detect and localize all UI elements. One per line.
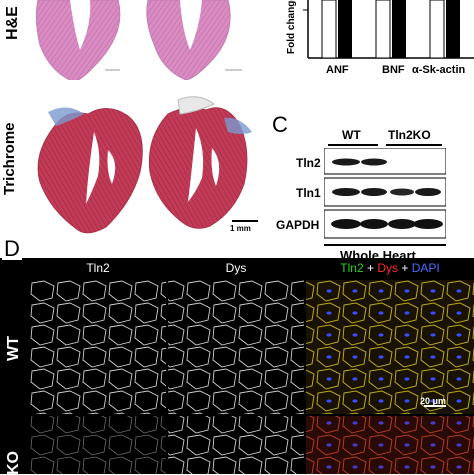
scale-bar-a: [232, 220, 258, 222]
if-ko-tln2: [30, 416, 166, 474]
bar-bnf-wt: [375, 0, 391, 59]
blot-tln2: [324, 148, 446, 175]
trichrome-heart-wt: [37, 107, 143, 234]
blot-col-wt: WT: [342, 128, 361, 142]
merge-part-tln2: Tln2: [340, 261, 364, 275]
chart-category-sk-actin: α-Sk-actin: [412, 64, 466, 76]
he-heart-wt: [35, 0, 121, 80]
if-wt-merge: [306, 280, 474, 414]
if-ko-merge: [306, 416, 474, 474]
bar-anf-ko: [338, 0, 352, 58]
blot-col-ko-line: [386, 144, 442, 146]
he-heart-images: [35, 0, 242, 80]
blot-col-ko: Tln2KO: [388, 128, 431, 142]
channel-header-merge: Tln2 + Dys + DAPI: [306, 258, 474, 278]
row-label-trichrome: Trichrome: [1, 122, 18, 195]
if-row-label-ko: KO: [5, 451, 22, 475]
if-wt-dys: [168, 280, 304, 414]
bar-bnf-ko: [392, 0, 406, 58]
merge-part-plus-1: +: [363, 261, 378, 275]
blot-col-wt-line: [328, 144, 378, 146]
if-scale-bar-label: 20 μm: [420, 396, 447, 406]
blot-membranes: [324, 148, 446, 239]
row-label-he: H&E: [4, 6, 21, 40]
blot-footer-line: [324, 244, 446, 246]
channel-header-tln2: Tln2: [30, 258, 166, 278]
panel-letter-d: D: [2, 236, 22, 261]
scale-bar-a-label: 1 mm: [230, 224, 251, 233]
chart-plot: [303, 0, 474, 59]
bar-sk-wt: [429, 0, 445, 59]
if-row-label-wt: WT: [5, 336, 22, 361]
channel-header-dys: Dys: [168, 258, 304, 278]
if-wt-tln2: [30, 280, 166, 414]
merge-part-dys: Dys: [377, 261, 398, 275]
chart-category-anf: ANF: [326, 64, 349, 76]
bar-anf-wt: [321, 0, 337, 59]
if-ko-dys: [168, 416, 304, 474]
trichrome-heart-images: [37, 96, 252, 234]
if-images: [30, 280, 474, 474]
panel-letter-c: C: [272, 112, 288, 137]
chart-category-bnf: BNF: [382, 64, 405, 76]
bar-sk-ko: [446, 0, 460, 58]
blot-row-gapdh: GAPDH: [276, 218, 320, 232]
blot-row-tln1: Tln1: [296, 186, 321, 200]
he-heart-ko: [146, 0, 242, 80]
merge-part-dapi: DAPI: [411, 261, 440, 275]
merge-part-plus-2: +: [398, 261, 412, 275]
blot-tln1: [324, 177, 446, 207]
blot-gapdh: [324, 209, 446, 239]
trichrome-heart-ko: [148, 96, 252, 229]
chart-ylabel: Fold change: [286, 0, 297, 54]
blot-row-tln2: Tln2: [296, 156, 321, 170]
